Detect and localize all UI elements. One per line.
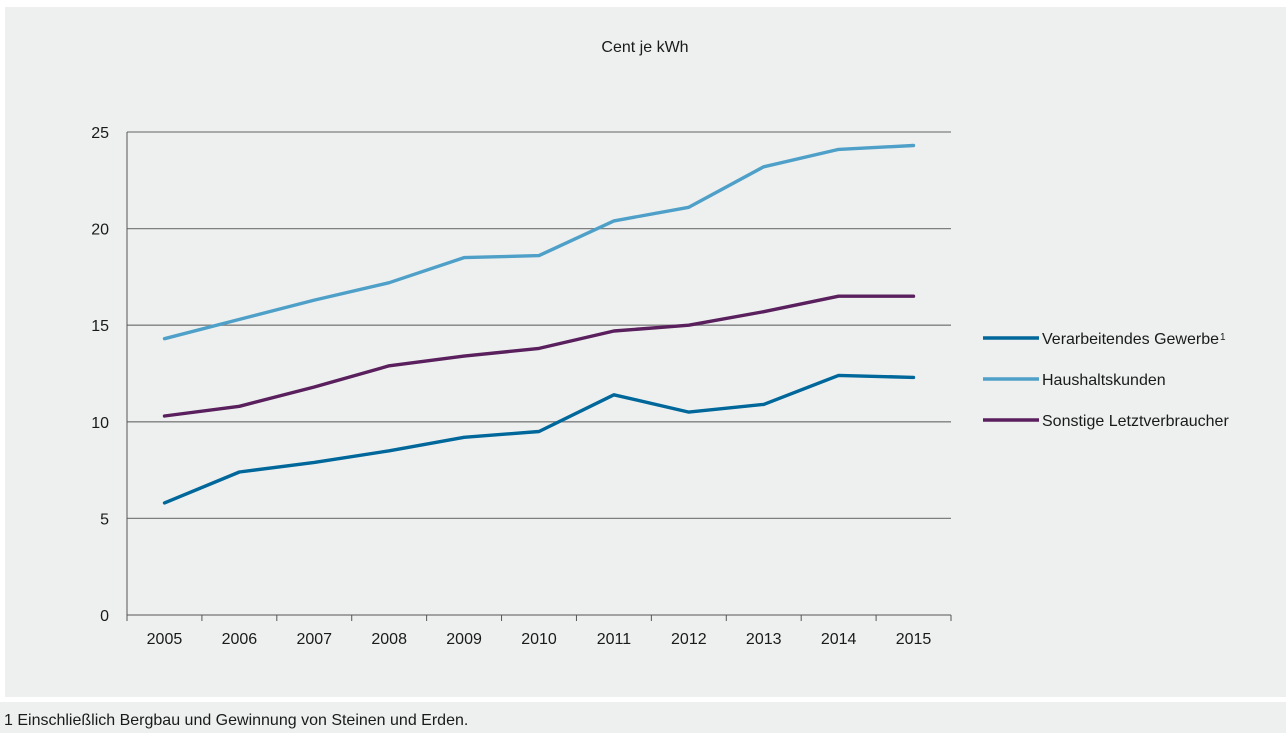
- series-lines: [162, 143, 916, 505]
- y-tick-label: 0: [100, 608, 109, 625]
- gridlines: [127, 131, 951, 520]
- y-tick-label: 15: [91, 318, 109, 335]
- x-tick-label: 2013: [746, 631, 782, 648]
- legend-label: Haushaltskunden: [1042, 372, 1166, 389]
- chart-panel: [5, 7, 1286, 697]
- legend-footnote-marker: 1: [1220, 332, 1226, 343]
- x-tick-label: 2011: [597, 631, 632, 648]
- y-tick-label: 20: [91, 222, 109, 239]
- x-tick-label: 2007: [296, 631, 332, 648]
- legend-label: Sonstige Letztverbraucher: [1042, 413, 1229, 430]
- x-tick-label: 2009: [446, 631, 482, 648]
- footnote-bar: 1 Einschließlich Bergbau und Gewinnung v…: [0, 702, 1286, 733]
- legend-label: Verarbeitendes Gewerbe1: [1042, 331, 1226, 348]
- x-tick-label: 2014: [821, 631, 857, 648]
- x-tick-label: 2008: [371, 631, 407, 648]
- footnote: 1 Einschließlich Bergbau und Gewinnung v…: [4, 712, 469, 729]
- axes: 0 5 10 15 20 25 2005 2006 2007 2008 2009 2010 2011 20…: [91, 125, 952, 648]
- y-tick-label: 5: [100, 511, 109, 528]
- x-tick-label: 2015: [896, 631, 932, 648]
- x-tick-label: 2012: [671, 631, 707, 648]
- x-tick-label: 2005: [147, 631, 183, 648]
- series-line-2: [162, 143, 916, 341]
- y-tick-label: 25: [91, 125, 109, 142]
- series-line-3: [162, 294, 916, 418]
- y-unit-label: Cent je kWh: [601, 39, 688, 56]
- x-tick-label: 2006: [222, 631, 258, 648]
- series-line-1: [162, 373, 916, 505]
- x-tick-label: 2010: [521, 631, 557, 648]
- y-tick-label: 10: [91, 415, 109, 432]
- line-chart: Cent je kWh 0 5 10 15 20 25 2005 2006 2007 2008 20…: [91, 39, 1229, 648]
- legend: Verarbeitendes Gewerbe1 Haushaltskunden So…: [983, 331, 1229, 430]
